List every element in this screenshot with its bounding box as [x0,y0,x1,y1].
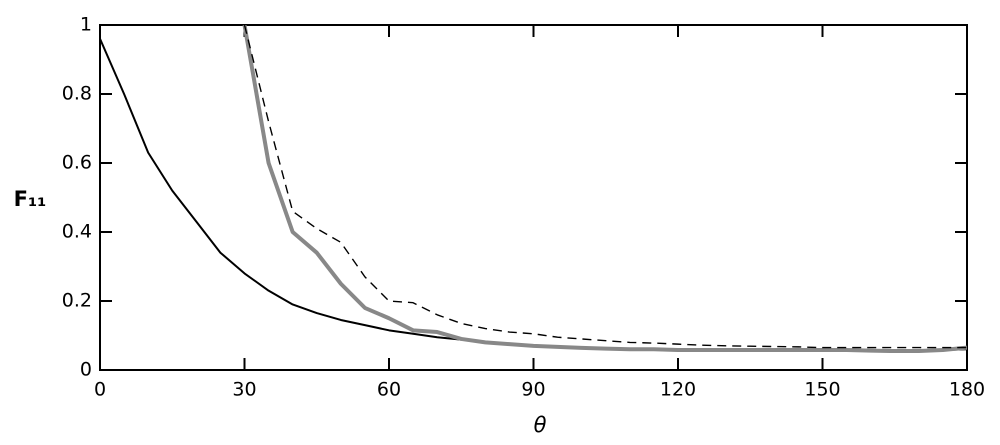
x-tick-label: 60 [377,379,401,401]
x-tick-label: 30 [232,379,256,401]
y-axis-label: F₁₁ [14,187,47,211]
y-tick-label: 0.8 [62,83,92,105]
y-tick-label: 0 [80,359,92,381]
x-axis-label: θ [534,413,547,437]
series-line [243,25,967,349]
y-tick-label: 0.6 [62,152,92,174]
x-tick-label: 90 [521,379,545,401]
x-tick-label: 0 [94,379,106,401]
x-tick-label: 120 [660,379,696,401]
series-line [100,38,967,351]
y-tick-label: 1 [80,14,92,36]
series-line [242,25,967,354]
x-tick-label: 180 [949,379,985,401]
plot-frame [99,24,968,371]
y-tick-label: 0.2 [62,290,92,312]
x-tick-label: 150 [804,379,840,401]
y-tick-label: 0.4 [62,221,92,243]
